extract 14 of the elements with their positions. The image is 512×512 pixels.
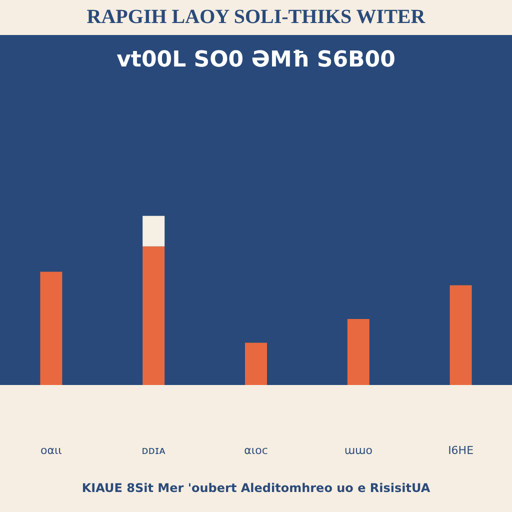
bar (40, 272, 62, 385)
x-tick-label: ɯɯo (344, 444, 373, 457)
x-tick-label: αιoc (244, 444, 268, 457)
chart-subtitle: vt00L SO0 ƏMħ S6B00 (116, 48, 396, 72)
bar (142, 216, 165, 246)
x-tick-label: ᴅᴅɪᴀ (142, 444, 166, 457)
chart-title: RAPGIH LAOY SOLI-THIKS WITER (86, 6, 426, 28)
x-tick-label: I6HE (448, 444, 474, 457)
bar (347, 319, 370, 385)
text: KIAUE 8Sit Mer 'oubert Aleditomhreo uo e RisisitUA (82, 481, 431, 495)
bar (450, 285, 472, 385)
bar (245, 342, 267, 385)
x-tick-label: oαιι (40, 444, 62, 457)
bar (142, 246, 165, 385)
